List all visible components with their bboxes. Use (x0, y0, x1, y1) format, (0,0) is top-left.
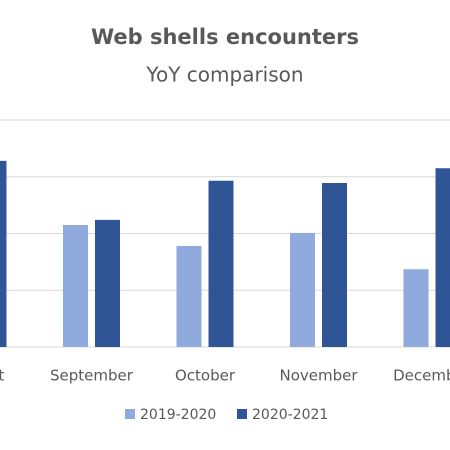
bar (322, 182, 347, 347)
legend-label: 2019-2020 (140, 407, 216, 423)
legend-label: 2020-2021 (252, 407, 328, 423)
bar (176, 245, 202, 347)
bar (63, 224, 88, 347)
bar (208, 180, 234, 347)
bar (403, 269, 429, 347)
x-tick-label: August (0, 367, 4, 385)
bar (435, 168, 450, 347)
bar (95, 219, 120, 347)
x-tick-label: September (50, 367, 134, 385)
chart-subtitle: YoY comparison (145, 63, 303, 87)
legend-swatch (237, 409, 247, 419)
bar (290, 232, 315, 347)
legend-swatch (125, 409, 135, 419)
x-tick-label: November (279, 367, 358, 385)
x-tick-label: December (393, 367, 450, 385)
bar (0, 160, 7, 347)
chart-title: Web shells encounters (91, 25, 359, 49)
x-tick-label: October (175, 367, 236, 385)
